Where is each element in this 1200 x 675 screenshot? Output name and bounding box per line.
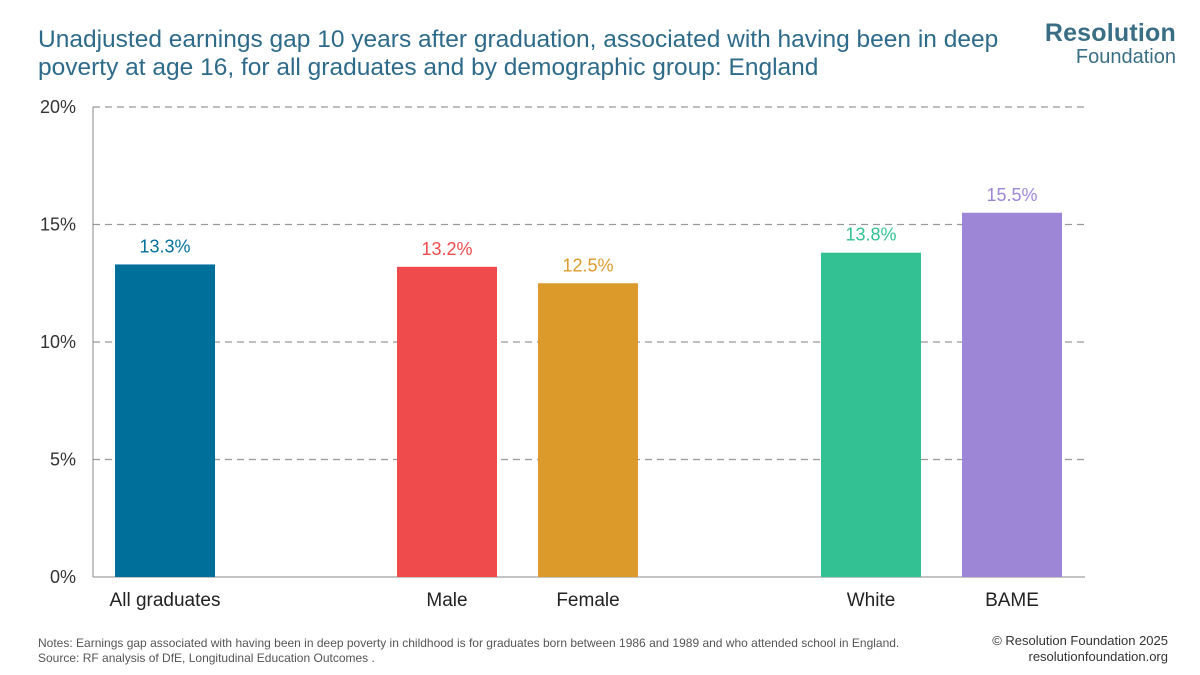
x-tick-label: White [847, 590, 896, 611]
data-label: 13.8% [845, 225, 896, 245]
bar [397, 266, 497, 577]
logo-line-1: Resolution [1044, 19, 1176, 47]
y-tick-label: 20% [40, 97, 76, 117]
data-label: 15.5% [986, 185, 1037, 205]
y-tick-label: 15% [40, 215, 76, 235]
source-text: Source: RF analysis of DfE, Longitudinal… [38, 651, 375, 665]
notes-text: Notes: Earnings gap associated with havi… [38, 636, 900, 650]
y-tick-label: 10% [40, 332, 76, 352]
data-label: 12.5% [562, 255, 613, 275]
x-tick-label: Male [426, 590, 467, 611]
y-tick-label: 5% [50, 450, 76, 470]
x-tick-label: BAME [985, 590, 1039, 611]
copyright-text: © Resolution Foundation 2025 [992, 633, 1168, 648]
data-label: 13.2% [421, 239, 472, 259]
website-text: resolutionfoundation.org [1028, 649, 1169, 664]
chart-notes: Notes: Earnings gap associated with havi… [38, 636, 998, 666]
x-tick-label: All graduates [110, 590, 221, 611]
logo-line-2: Foundation [1075, 46, 1176, 68]
bar [115, 264, 215, 577]
chart-title: Unadjusted earnings gap 10 years after g… [38, 26, 999, 81]
bar [821, 252, 921, 577]
resolution-foundation-logo: Resolution Foundation [1045, 20, 1176, 68]
credits: © Resolution Foundation 2025 resolutionf… [992, 633, 1168, 665]
bar [538, 283, 638, 577]
y-tick-label: 0% [50, 567, 76, 587]
bar [962, 212, 1062, 577]
x-tick-label: Female [556, 590, 619, 611]
data-label: 13.3% [139, 236, 190, 256]
